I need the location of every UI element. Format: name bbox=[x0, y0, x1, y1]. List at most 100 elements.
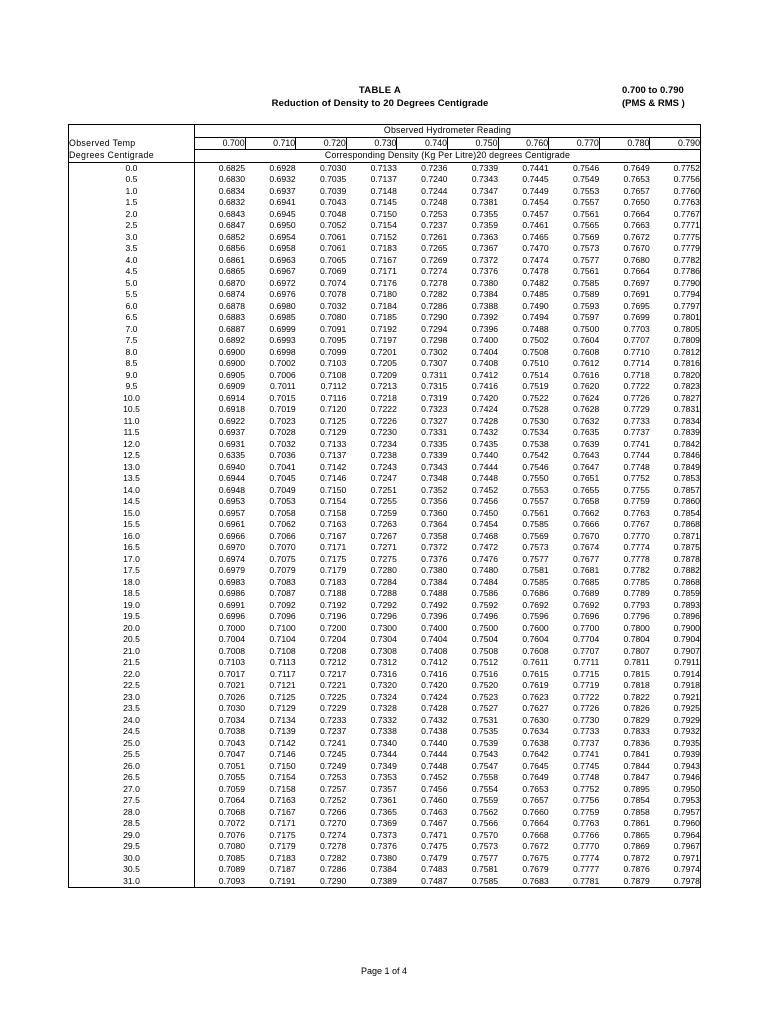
table-row: 13.5 0.6944 0.7045 0.7146 0.7247 0.7348 0.7448… bbox=[68, 473, 701, 485]
density-cell: 0.7146 bbox=[269, 749, 296, 759]
density-cell: 0.7680 bbox=[623, 254, 650, 265]
density-cell: 0.7722 bbox=[623, 381, 650, 391]
density-cell: 0.7715 bbox=[572, 668, 600, 679]
density-cell: 0.7718 bbox=[623, 369, 650, 380]
table-row: 27.5 0.7064 0.7163 0.7252 0.7361 0.7460 0.7559… bbox=[68, 795, 701, 807]
density-cell: 0.7338 bbox=[370, 726, 397, 736]
density-cell: 0.7380 bbox=[370, 852, 397, 863]
density-cell: 0.7674 bbox=[572, 542, 600, 552]
density-cell: 0.7315 bbox=[421, 381, 448, 391]
document-header: TABLE A Reduction of Density to 20 Degre… bbox=[0, 84, 768, 118]
column-header-5: 0.750 bbox=[446, 136, 499, 150]
density-cell: 0.7546 bbox=[572, 162, 600, 173]
density-cell: 0.7072 bbox=[218, 818, 246, 828]
temperature-cell: 16.0 bbox=[68, 530, 195, 542]
density-cell: 0.6948 bbox=[218, 484, 246, 495]
density-cell: 0.7108 bbox=[269, 645, 296, 656]
density-cell: 0.7756 bbox=[673, 174, 700, 184]
density-cell: 0.7504 bbox=[471, 634, 499, 644]
density-cell: 0.7259 bbox=[370, 507, 397, 518]
density-cell: 0.7213 bbox=[370, 381, 397, 391]
density-cell: 0.7316 bbox=[370, 668, 397, 679]
density-cell: 0.7733 bbox=[572, 726, 600, 736]
density-cell: 0.7192 bbox=[370, 323, 397, 334]
density-cell: 0.7522 bbox=[522, 392, 549, 403]
density-cell: 0.6892 bbox=[218, 335, 246, 345]
density-cell: 0.7191 bbox=[269, 875, 296, 886]
density-cell: 0.7514 bbox=[522, 369, 549, 380]
density-cell: 0.6905 bbox=[218, 369, 246, 380]
density-cell: 0.7274 bbox=[319, 829, 347, 840]
density-cell: 0.7670 bbox=[623, 243, 650, 253]
density-cell: 0.7187 bbox=[269, 864, 296, 874]
density-cell: 0.7221 bbox=[319, 680, 347, 690]
density-cell: 0.7017 bbox=[218, 668, 246, 679]
density-cell: 0.7794 bbox=[673, 289, 700, 299]
range-block: 0.700 to 0.790 (PMS & RMS ) bbox=[622, 84, 742, 111]
density-cell: 0.7052 bbox=[319, 220, 347, 230]
density-cell: 0.7255 bbox=[370, 496, 397, 506]
density-cell: 0.6909 bbox=[218, 381, 246, 391]
density-cell: 0.6932 bbox=[269, 174, 296, 184]
temperature-cell: 16.5 bbox=[68, 542, 195, 554]
density-cell: 0.7561 bbox=[572, 208, 600, 219]
density-cell: 0.7520 bbox=[471, 680, 499, 690]
density-cell: 0.7639 bbox=[572, 438, 600, 449]
density-cell: 0.7241 bbox=[319, 737, 347, 748]
density-cell: 0.7774 bbox=[572, 852, 600, 863]
density-cell: 0.7831 bbox=[673, 404, 700, 414]
density-cell: 0.7696 bbox=[572, 611, 600, 621]
density-cell: 0.7026 bbox=[218, 691, 246, 702]
density-cell: 0.7854 bbox=[623, 795, 650, 805]
density-cell: 0.7624 bbox=[572, 392, 600, 403]
temperature-cell: 17.5 bbox=[68, 565, 195, 577]
density-cell: 0.7925 bbox=[673, 703, 700, 713]
density-cell: 0.7006 bbox=[269, 369, 296, 380]
density-cell: 0.7083 bbox=[269, 576, 296, 587]
density-cell: 0.7664 bbox=[623, 208, 650, 219]
temperature-cell: 30.0 bbox=[68, 852, 195, 864]
density-cell: 0.6870 bbox=[218, 277, 246, 288]
density-cell: 0.7023 bbox=[269, 415, 296, 426]
density-cell: 0.7846 bbox=[673, 450, 700, 460]
density-cell: 0.7230 bbox=[370, 427, 397, 437]
density-cell: 0.7964 bbox=[673, 829, 700, 840]
density-cell: 0.6940 bbox=[218, 461, 246, 472]
density-cell: 0.7400 bbox=[471, 335, 499, 345]
density-cell: 0.7078 bbox=[319, 289, 347, 299]
density-cell: 0.7490 bbox=[522, 300, 549, 311]
density-cell: 0.7380 bbox=[471, 277, 499, 288]
density-cell: 0.7218 bbox=[370, 392, 397, 403]
density-cell: 0.7707 bbox=[572, 645, 600, 656]
density-cell: 0.7146 bbox=[319, 473, 347, 483]
density-cell: 0.7691 bbox=[623, 289, 650, 299]
density-cell: 0.7561 bbox=[572, 266, 600, 276]
density-cell: 0.7681 bbox=[572, 565, 600, 575]
density-cell: 0.7744 bbox=[623, 450, 650, 460]
density-cell: 0.7604 bbox=[522, 634, 549, 644]
table-row: 7.5 0.6892 0.6993 0.7095 0.7197 0.7298 0.7400 0… bbox=[68, 335, 701, 347]
density-cell: 0.7763 bbox=[673, 197, 700, 207]
density-cell: 0.7475 bbox=[421, 841, 448, 851]
density-cell: 0.7294 bbox=[421, 323, 448, 334]
density-cell: 0.6900 bbox=[218, 346, 246, 357]
density-cell: 0.7340 bbox=[370, 737, 397, 748]
density-cell: 0.7858 bbox=[623, 806, 650, 817]
density-cell: 0.7651 bbox=[572, 473, 600, 483]
density-cell: 0.7117 bbox=[270, 668, 296, 679]
density-cell: 0.7167 bbox=[269, 806, 296, 817]
density-cell: 0.7222 bbox=[370, 404, 397, 414]
density-cell: 0.6937 bbox=[269, 185, 296, 196]
density-cell: 0.7154 bbox=[269, 772, 296, 782]
density-cell: 0.7240 bbox=[421, 174, 448, 184]
density-cell: 0.7328 bbox=[370, 703, 397, 713]
temperature-cell: 26.0 bbox=[68, 760, 195, 772]
density-cell: 0.7381 bbox=[471, 197, 499, 207]
table-row: 29.0 0.7076 0.7175 0.7274 0.7373 0.7471 0.7570… bbox=[68, 829, 701, 841]
density-cell: 0.7861 bbox=[623, 818, 650, 828]
temperature-cell: 28.5 bbox=[68, 818, 195, 830]
density-cell: 0.7860 bbox=[673, 496, 700, 506]
density-cell: 0.7929 bbox=[673, 714, 700, 725]
density-cell: 0.7183 bbox=[319, 576, 347, 587]
table-row: 16.5 0.6970 0.7070 0.7171 0.7271 0.7372 0.7472… bbox=[68, 542, 701, 554]
